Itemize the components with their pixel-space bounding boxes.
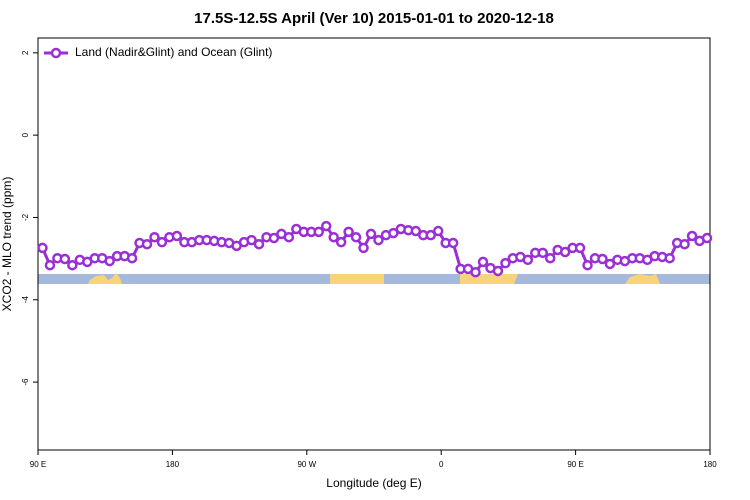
data-point bbox=[537, 247, 548, 259]
data-point bbox=[365, 228, 377, 240]
data-point bbox=[559, 246, 571, 258]
data-point bbox=[522, 254, 534, 266]
data-point bbox=[268, 232, 280, 244]
data-point bbox=[686, 230, 698, 242]
data-point bbox=[141, 238, 153, 250]
data-point bbox=[574, 242, 586, 254]
x-tick-label: 90 W bbox=[297, 460, 316, 469]
data-point bbox=[470, 266, 481, 278]
data-point bbox=[492, 265, 504, 277]
y-tick-label: 0 bbox=[21, 132, 30, 137]
data-point bbox=[604, 258, 616, 270]
data-point bbox=[679, 238, 690, 250]
y-tick-label: -2 bbox=[21, 213, 30, 221]
y-tick-label: -6 bbox=[21, 378, 30, 386]
data-point bbox=[701, 232, 713, 244]
y-tick-label: 2 bbox=[21, 50, 30, 55]
data-point bbox=[664, 252, 675, 264]
data-point bbox=[447, 237, 459, 249]
land-patch bbox=[88, 273, 122, 284]
data-point bbox=[149, 231, 160, 243]
x-tick-label: 0 bbox=[439, 460, 444, 469]
data-point bbox=[156, 236, 168, 248]
data-point bbox=[246, 234, 257, 246]
data-point bbox=[388, 227, 399, 239]
data-point bbox=[350, 231, 362, 243]
data-point bbox=[37, 242, 48, 254]
land-ocean-band bbox=[38, 273, 710, 284]
plot-frame bbox=[37, 37, 711, 451]
legend-marker bbox=[50, 47, 62, 59]
land-patch bbox=[460, 274, 518, 284]
chart-title: 17.5S-12.5S April (Ver 10) 2015-01-01 to… bbox=[194, 10, 554, 27]
data-point bbox=[343, 226, 354, 238]
data-point bbox=[44, 259, 56, 271]
y-axis-label: XCO2 - MLO trend (ppm) bbox=[0, 177, 14, 312]
land-patch bbox=[625, 274, 660, 284]
data-point bbox=[126, 252, 138, 264]
data-point bbox=[283, 231, 295, 243]
x-tick-label: 180 bbox=[166, 460, 180, 469]
data-point bbox=[432, 225, 444, 237]
data-point bbox=[253, 238, 265, 250]
data-point bbox=[104, 255, 115, 267]
data-point bbox=[335, 236, 347, 248]
data-point bbox=[328, 231, 339, 243]
x-axis-label: Longitude (deg E) bbox=[326, 476, 421, 490]
data-point bbox=[500, 257, 511, 269]
x-tick-label: 180 bbox=[703, 460, 717, 469]
y-tick-label: -4 bbox=[21, 296, 30, 304]
x-tick-label: 90 E bbox=[30, 460, 46, 469]
data-point bbox=[582, 259, 593, 271]
data-point bbox=[67, 259, 78, 271]
data-point bbox=[425, 229, 436, 241]
data-point bbox=[477, 256, 489, 268]
x-tick-label: 90 E bbox=[567, 460, 583, 469]
land-patch bbox=[330, 274, 384, 284]
data-point bbox=[373, 234, 384, 246]
data-point bbox=[320, 220, 332, 232]
data-point bbox=[313, 226, 324, 238]
data-point bbox=[59, 253, 71, 265]
data-point bbox=[171, 230, 183, 242]
data-point bbox=[544, 252, 556, 264]
data-point bbox=[410, 225, 422, 237]
data-point bbox=[597, 253, 608, 265]
legend-label: Land (Nadir&Glint) and Ocean (Glint) bbox=[75, 45, 272, 59]
data-point bbox=[358, 242, 369, 254]
